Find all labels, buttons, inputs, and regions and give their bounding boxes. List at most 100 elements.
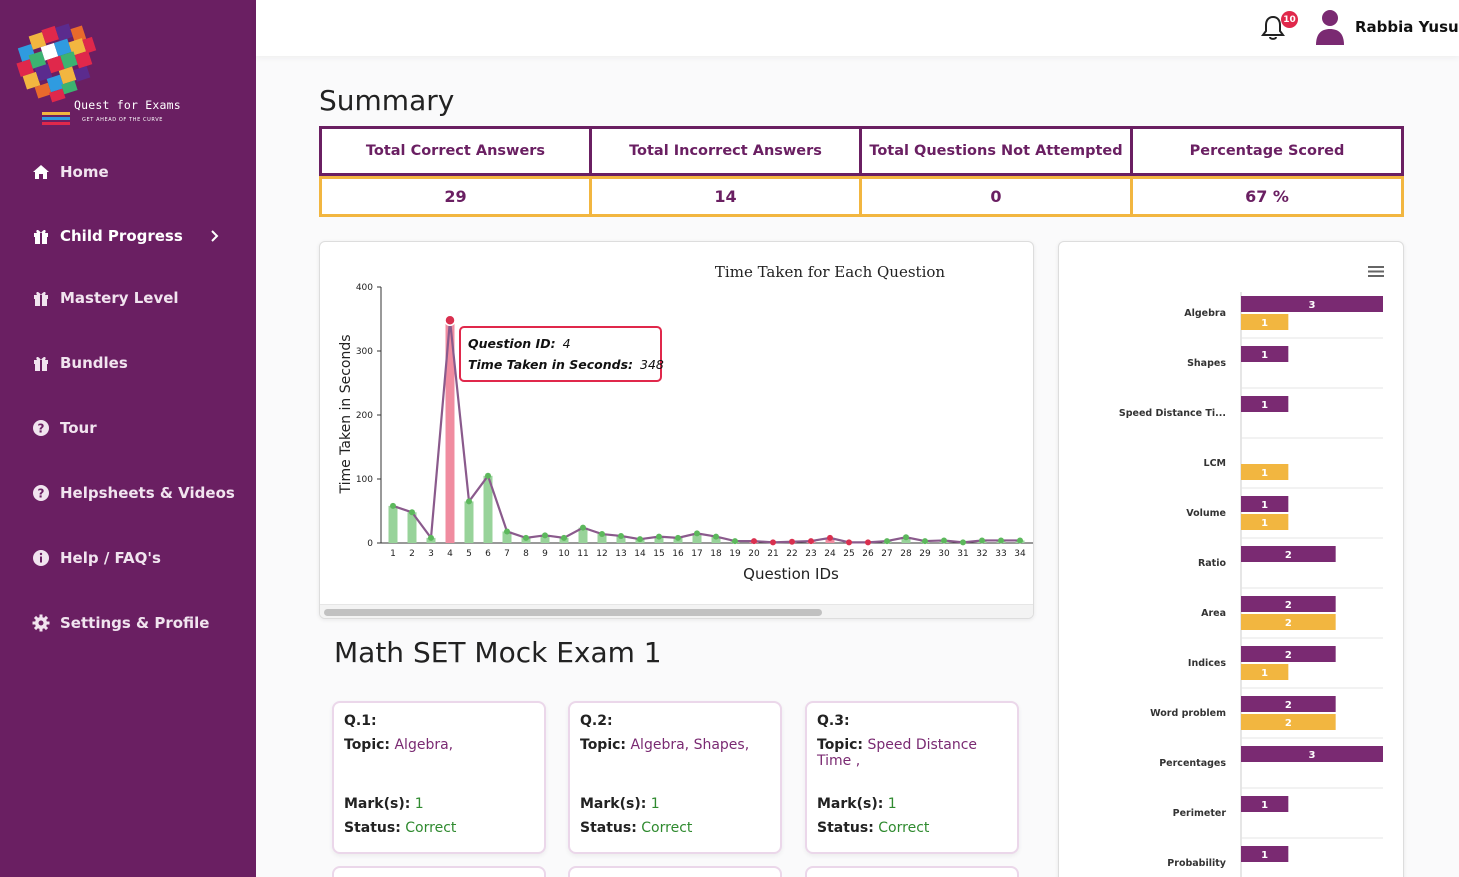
x-tick-label: 23: [805, 549, 816, 559]
gear-icon: [32, 614, 50, 632]
sidebar-item-tour[interactable]: ? Tour: [32, 413, 97, 443]
question-circle-icon: ?: [32, 419, 50, 437]
question-card[interactable]: Q.2: Topic: Algebra, Shapes, Mark(s): 1 …: [568, 701, 782, 854]
topic-bar-label: 2: [1285, 718, 1292, 729]
chart-point: [618, 532, 624, 539]
x-tick-label: 15: [653, 549, 664, 559]
question-card[interactable]: Q.1: Topic: Algebra, Mark(s): 1 Status: …: [332, 701, 546, 854]
chart-bar: [578, 527, 588, 543]
question-status: Status: Correct: [580, 820, 693, 836]
x-tick-label: 17: [691, 549, 702, 559]
summary-table: Total Correct Answers Total Incorrect An…: [319, 126, 1404, 217]
summary-value-incorrect: 14: [589, 176, 862, 217]
topic-chart-grid: [1240, 292, 1383, 877]
question-card[interactable]: [805, 866, 1019, 877]
topic-mastery-chart: Algebra 3 1 Shapes 1 Speed Distance Ti... 1 LCM…: [1119, 266, 1384, 877]
chart-point: [637, 536, 643, 543]
topic-bar-label: 2: [1285, 700, 1292, 711]
x-tick-label: 28: [900, 549, 912, 559]
topic-bar: [1241, 596, 1336, 612]
chart-point: [998, 537, 1004, 544]
tooltip-id-label: Question ID:: [468, 336, 556, 351]
topic-link[interactable]: Algebra,: [630, 737, 690, 753]
question-topic: Topic: Algebra,: [344, 737, 454, 753]
x-tick-label: 27: [881, 549, 892, 559]
summary-value-percentage: 67 %: [1130, 176, 1404, 217]
question-id: Q.3:: [817, 713, 850, 729]
chart-title: Time Taken for Each Question: [715, 263, 945, 281]
gift-icon: [32, 354, 50, 372]
sidebar-item-help-faq[interactable]: Help / FAQ's: [32, 543, 161, 573]
sidebar-item-helpsheets-videos[interactable]: ? Helpsheets & Videos: [32, 478, 235, 508]
topic-bar-label: 1: [1261, 500, 1268, 511]
chart-point: [694, 530, 700, 537]
question-card[interactable]: [568, 866, 782, 877]
chevron-right-icon[interactable]: [208, 229, 222, 243]
sidebar-item-bundles[interactable]: Bundles: [32, 348, 128, 378]
chart-point: [466, 498, 472, 505]
chart-line-series: [392, 320, 1020, 544]
topic-bar-label: 2: [1285, 600, 1292, 611]
topic-bar: [1241, 846, 1289, 862]
chart-point: [960, 539, 966, 546]
tooltip-id-value: 4: [563, 336, 571, 351]
chart-points: [390, 314, 1023, 546]
brand-logo[interactable]: Quest for Exams GET AHEAD OF THE CURVE: [16, 18, 196, 130]
sidebar-item-label: Bundles: [60, 354, 128, 372]
top-header: 10 Rabbia Yusuf: [256, 0, 1459, 56]
topic-link[interactable]: Shapes,: [693, 737, 750, 753]
x-tick-label: 33: [995, 549, 1006, 559]
svg-text:?: ?: [38, 422, 45, 436]
topic-label: Volume: [1186, 508, 1226, 519]
chart-point: [903, 534, 909, 541]
topic-bar-label: 1: [1261, 668, 1268, 679]
chart-point: [865, 539, 871, 546]
topic-link[interactable]: Algebra,: [394, 737, 454, 753]
question-card[interactable]: Q.3: Topic: Speed Distance Time , Mark(s…: [805, 701, 1019, 854]
topic-label: Speed Distance Ti...: [1119, 408, 1226, 419]
sidebar-item-home[interactable]: Home: [32, 157, 109, 187]
chart-point: [485, 472, 491, 479]
sidebar-item-mastery-level[interactable]: Mastery Level: [32, 283, 179, 313]
topic-bar: [1241, 464, 1289, 480]
topic-link[interactable]: Speed Distance Time ,: [817, 737, 978, 769]
topic-bar: [1241, 714, 1336, 730]
topic-bar-label: 1: [1261, 400, 1268, 411]
chart-x-axis-label: Question IDs: [743, 565, 839, 583]
sidebar-item-settings-profile[interactable]: Settings & Profile: [32, 608, 209, 638]
gift-icon: [32, 289, 50, 307]
chart-point: [979, 537, 985, 544]
x-tick-label: 11: [577, 549, 588, 559]
x-tick-label: 5: [466, 549, 472, 559]
topic-bar-label: 2: [1285, 650, 1292, 661]
sidebar-item-child-progress[interactable]: Child Progress: [32, 221, 183, 251]
chart-x-ticks: 1 2 3 4 5 6 7 8 9 10 11 12 13 14 15 16 17 18 19 20 21 22 23 24 2…: [390, 549, 1026, 559]
x-tick-label: 26: [862, 549, 874, 559]
question-marks: Mark(s): 1: [580, 796, 660, 812]
x-tick-label: 30: [938, 549, 950, 559]
x-tick-label: 6: [485, 549, 491, 559]
topic-bar-label: 1: [1261, 468, 1268, 479]
hamburger-menu-icon[interactable]: [1368, 266, 1384, 277]
question-marks: Mark(s): 1: [817, 796, 897, 812]
chart-bar: [597, 534, 607, 543]
gift-icon: [32, 227, 50, 245]
question-card[interactable]: [332, 866, 546, 877]
summary-title: Summary: [319, 84, 455, 117]
x-tick-label: 8: [523, 549, 529, 559]
topic-bar-label: 1: [1261, 850, 1268, 861]
topic-bar: [1241, 514, 1289, 530]
sidebar-item-label: Settings & Profile: [60, 614, 210, 632]
x-tick-label: 14: [634, 549, 646, 559]
sidebar-item-label: Home: [60, 163, 109, 181]
bell-icon[interactable]: [1260, 14, 1286, 42]
chart-point: [504, 528, 510, 535]
time-chart-card: Time Taken for Each Question Time Taken …: [319, 241, 1034, 619]
avatar[interactable]: [1314, 8, 1346, 46]
user-name[interactable]: Rabbia Yusuf: [1355, 18, 1459, 36]
x-tick-label: 3: [428, 549, 434, 559]
sidebar: Quest for Exams GET AHEAD OF THE CURVE H…: [0, 0, 256, 877]
tooltip-time-label: Time Taken in Seconds:: [468, 357, 633, 372]
svg-text:?: ?: [38, 487, 45, 501]
chart-scrollbar-thumb[interactable]: [324, 609, 822, 616]
